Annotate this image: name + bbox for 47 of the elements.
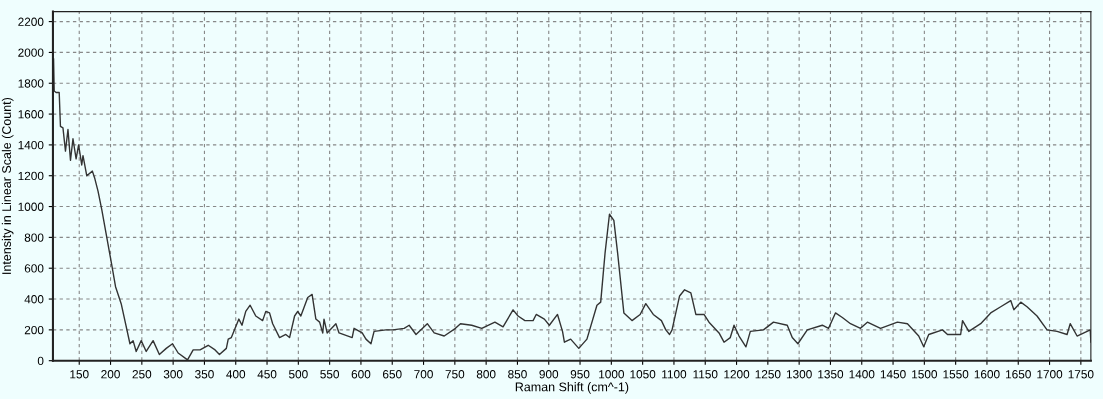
y-tick-label: 600 — [24, 264, 44, 273]
y-tick-label: 1400 — [18, 140, 44, 150]
x-tick-label: 1200 — [724, 370, 750, 379]
y-tick-label: 1200 — [18, 171, 44, 181]
x-tick-label: 1700 — [1037, 370, 1063, 379]
x-tick-label: 900 — [539, 370, 559, 379]
x-tick-label: 1400 — [849, 370, 875, 379]
x-tick-label: 1450 — [880, 370, 906, 379]
x-tick-label: 500 — [288, 370, 308, 379]
x-tick-label: 1000 — [599, 370, 625, 379]
y-tick-label: 800 — [24, 233, 44, 242]
x-tick-label: 1050 — [630, 370, 656, 379]
x-tick-label: 750 — [445, 370, 465, 379]
x-tick-label: 1500 — [912, 370, 938, 379]
x-tick-label: 450 — [257, 370, 277, 379]
x-tick-label: 300 — [163, 370, 183, 379]
y-axis-title: Intensity in Linear Scale (Count) — [1, 97, 14, 274]
x-tick-label: 1650 — [1006, 370, 1031, 379]
x-tick-label: 1150 — [693, 370, 718, 379]
y-tick-label: 2200 — [18, 17, 44, 26]
y-tick-label: 1800 — [18, 79, 44, 88]
x-tick-label: 600 — [351, 370, 371, 379]
x-tick-label: 1600 — [974, 370, 1000, 379]
x-tick-label: 150 — [70, 370, 89, 379]
x-tick-label: 1750 — [1068, 370, 1094, 379]
y-tick-label: 1000 — [18, 202, 44, 211]
x-tick-label: 800 — [476, 370, 496, 379]
x-tick-label: 1100 — [662, 370, 687, 379]
x-tick-label: 350 — [195, 370, 214, 379]
x-tick-label: 200 — [101, 370, 120, 379]
x-tick-label: 400 — [226, 370, 246, 379]
x-tick-label: 1550 — [943, 370, 969, 379]
x-tick-label: 1250 — [755, 370, 781, 379]
x-tick-label: 1350 — [818, 370, 844, 379]
x-tick-label: 650 — [382, 370, 402, 379]
y-tick-label: 0 — [37, 356, 44, 366]
x-tick-label: 250 — [132, 370, 152, 379]
x-tick-label: 850 — [508, 370, 527, 379]
x-axis-title: Raman Shift (cm^-1) — [515, 382, 629, 394]
y-tick-label: 200 — [24, 325, 44, 335]
y-tick-label: 2000 — [18, 48, 44, 57]
x-tick-label: 700 — [414, 370, 433, 379]
y-tick-label: 1600 — [18, 110, 44, 119]
y-tick-label: 400 — [24, 295, 44, 304]
x-tick-label: 550 — [320, 370, 340, 379]
x-tick-label: 1300 — [786, 370, 812, 379]
x-tick-label: 950 — [570, 370, 590, 379]
